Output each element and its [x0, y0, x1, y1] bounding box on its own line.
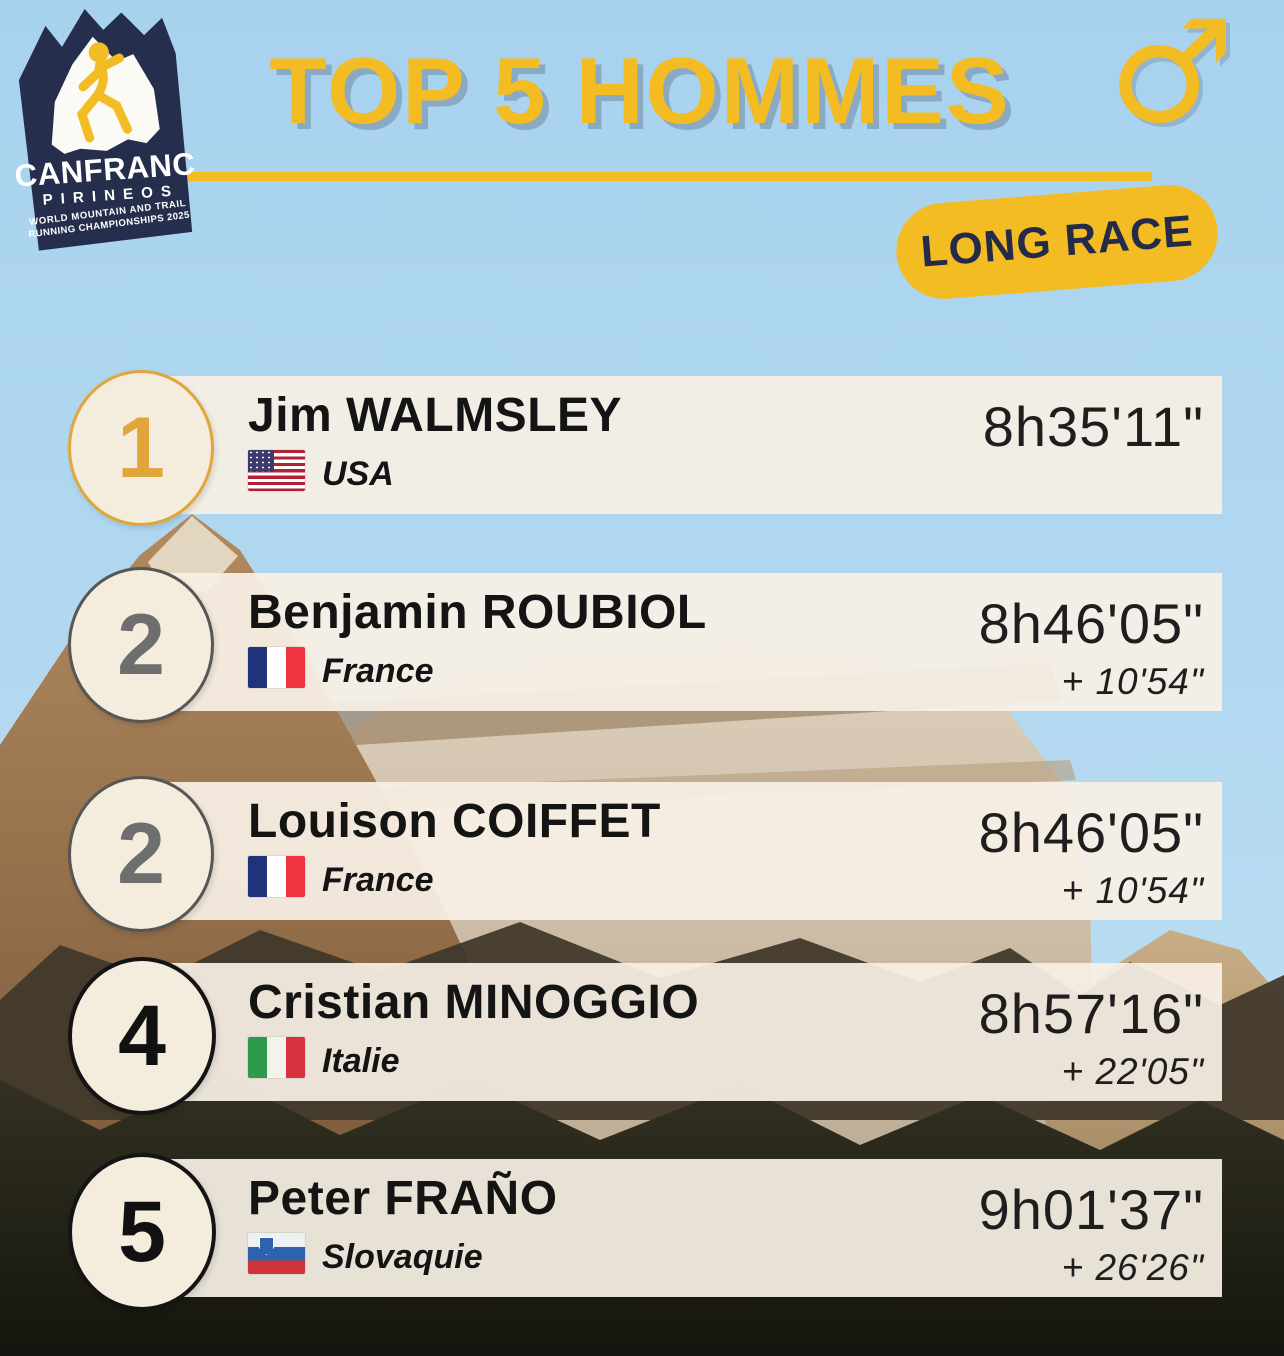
rank-badge: 5	[68, 1153, 216, 1311]
finish-time: 8h46'05"	[978, 592, 1204, 655]
country-label: USA	[322, 455, 394, 493]
title-divider	[148, 172, 1152, 181]
row-bar: Benjamin ROUBIOL France 8h46'05" + 10'54…	[170, 573, 1222, 711]
rank-number: 2	[117, 805, 165, 902]
row-bar: Jim WALMSLEY USA 8h35'11"	[170, 376, 1222, 514]
result-row-1: Jim WALMSLEY USA 8h35'11" 1	[0, 370, 1284, 526]
country-label: Italie	[322, 1042, 400, 1080]
finish-time: 9h01'37"	[978, 1178, 1204, 1241]
result-row-4: Cristian MINOGGIO Italie 8h57'16" + 22'0…	[0, 957, 1284, 1115]
finish-time: 8h57'16"	[978, 982, 1204, 1045]
country-flag-icon	[248, 1233, 305, 1274]
rank-badge: 2	[68, 776, 214, 932]
runner-name: Louison COIFFET	[248, 795, 661, 848]
country-label: Slovaquie	[322, 1238, 483, 1276]
rank-number: 5	[118, 1183, 166, 1280]
row-bar: Peter FRAÑO Slovaquie 9h01'37" + 26'26"	[170, 1159, 1222, 1297]
country-label: France	[322, 652, 434, 690]
country-flag-icon	[248, 450, 305, 491]
runner-icon	[76, 42, 132, 143]
row-bar: Cristian MINOGGIO Italie 8h57'16" + 22'0…	[170, 963, 1222, 1101]
runner-name: Jim WALMSLEY	[248, 389, 623, 442]
time-gap: + 10'54"	[1061, 661, 1204, 702]
runner-name: Benjamin ROUBIOL	[248, 586, 707, 639]
rank-number: 2	[117, 596, 165, 693]
result-row-2: Benjamin ROUBIOL France 8h46'05" + 10'54…	[0, 567, 1284, 723]
finish-time: 8h46'05"	[978, 801, 1204, 864]
result-row-3: Louison COIFFET France 8h46'05" + 10'54"…	[0, 776, 1284, 932]
time-gap: + 26'26"	[1061, 1247, 1204, 1288]
race-badge-label: LONG RACE	[918, 206, 1195, 277]
country-label: France	[322, 861, 434, 899]
country-flag-icon	[248, 1037, 305, 1078]
time-gap: + 22'05"	[1061, 1051, 1204, 1092]
rank-badge: 2	[68, 567, 214, 723]
runner-name: Peter FRAÑO	[248, 1172, 558, 1225]
runner-name: Cristian MINOGGIO	[248, 976, 700, 1029]
country-flag-icon	[248, 647, 305, 688]
result-row-5: Peter FRAÑO Slovaquie 9h01'37" + 26'26" …	[0, 1153, 1284, 1311]
rank-number: 4	[118, 987, 166, 1084]
time-gap: + 10'54"	[1061, 870, 1204, 911]
country-flag-icon	[248, 856, 305, 897]
row-bar: Louison COIFFET France 8h46'05" + 10'54"	[170, 782, 1222, 920]
rank-number: 1	[117, 399, 165, 496]
male-symbol-icon: ♂	[1108, 0, 1236, 155]
event-logo: CANFRANC PIRINEOS WORLD MOUNTAIN AND TRA…	[13, 8, 197, 251]
page-title: TOP 5 HOMMES	[269, 38, 1011, 143]
finish-time: 8h35'11"	[982, 395, 1204, 458]
rank-badge: 1	[68, 370, 214, 526]
rank-badge: 4	[68, 957, 216, 1115]
